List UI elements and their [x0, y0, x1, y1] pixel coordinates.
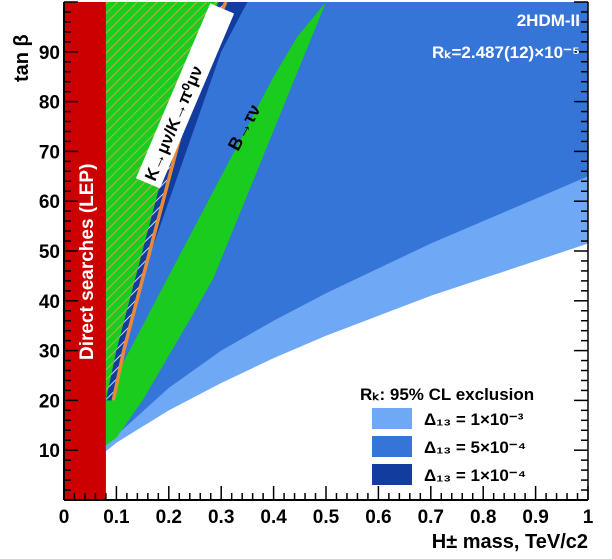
legend-swatch-3: [372, 464, 412, 485]
region-delta13-2: [105, 2, 588, 446]
y-tick-label: 60: [39, 192, 60, 213]
y-tick-label: 80: [39, 93, 60, 114]
legend-entry-3: Δ₁₃ = 1×10⁻⁴: [424, 466, 526, 485]
x-tick-label: 0.8: [470, 507, 496, 528]
legend-entry-1: Δ₁₃ = 1×10⁻³: [424, 410, 524, 429]
region-b-tau-nu: [105, 2, 327, 446]
y-tick-label: 40: [39, 292, 60, 313]
x-tick-label: 0.4: [260, 507, 287, 528]
x-tick-label: 0: [59, 507, 70, 528]
y-axis-title: tan β: [11, 34, 33, 82]
lep-label: Direct searches (LEP): [77, 164, 98, 360]
legend-swatch-2: [372, 436, 412, 457]
x-tick-label: 0.1: [103, 507, 130, 528]
y-tick-label: 70: [39, 142, 60, 163]
x-tick-label: 0.7: [418, 507, 444, 528]
x-tick-label: 0.3: [208, 507, 234, 528]
x-tick-label: 0.2: [156, 507, 182, 528]
x-tick-label: 0.5: [313, 507, 340, 528]
x-tick-label: 0.9: [522, 507, 548, 528]
region-kaon-hatched: [105, 2, 219, 500]
legend-swatch-1: [372, 408, 412, 429]
x-tick-label: 0.6: [365, 507, 391, 528]
model-label: 2HDM-II: [517, 11, 580, 30]
y-tick-label: 20: [39, 391, 60, 412]
axes: 0 0.1 0.2 0.3 0.4 0.5 0.6 0.7 0.8 0.9 1 10 20 30 40 50 6…: [39, 1, 594, 528]
x-tick-label: 1: [583, 507, 594, 528]
y-tick-label: 30: [39, 342, 60, 363]
y-tick-label: 50: [39, 242, 60, 263]
legend-entry-2: Δ₁₃ = 5×10⁻⁴: [424, 438, 526, 457]
legend: Rₖ: 95% CL exclusion Δ₁₃ = 1×10⁻³ Δ₁₃ = …: [360, 385, 534, 485]
rk-value-label: Rₖ=2.487(12)×10⁻⁵: [432, 43, 580, 62]
y-tick-label: 90: [39, 43, 60, 64]
x-axis-title: H± mass, TeV/c2: [432, 531, 588, 553]
exclusion-regions: [64, 2, 588, 500]
y-tick-label: 10: [39, 441, 60, 462]
legend-title: Rₖ: 95% CL exclusion: [360, 385, 534, 404]
